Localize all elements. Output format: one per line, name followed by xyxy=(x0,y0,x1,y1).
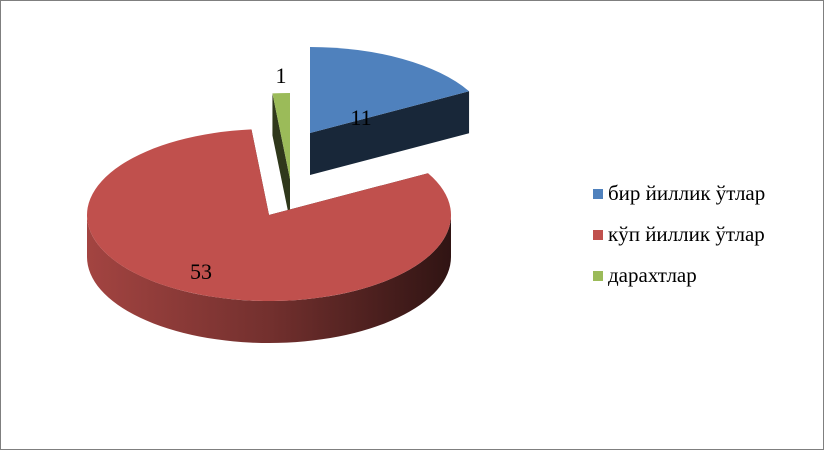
data-label: 1 xyxy=(276,63,287,88)
legend-item: кўп йиллик ўтлар xyxy=(593,214,765,255)
legend: бир йиллик ўтлар кўп йиллик ўтлар дарахт… xyxy=(593,173,765,296)
legend-label: кўп йиллик ўтлар xyxy=(608,222,765,246)
pie-slice-edge xyxy=(310,91,470,175)
pie-slice-side xyxy=(87,215,451,343)
legend-item: дарахтлар xyxy=(593,255,765,296)
legend-swatch xyxy=(593,188,603,199)
data-label: 11 xyxy=(350,105,371,130)
legend-item: бир йиллик ўтлар xyxy=(593,173,765,214)
data-label: 53 xyxy=(190,259,212,284)
legend-label: бир йиллик ўтлар xyxy=(608,181,766,205)
pie-slice xyxy=(310,47,470,133)
pie-slice xyxy=(87,129,451,301)
legend-label: дарахтлар xyxy=(608,263,697,287)
pie-slice xyxy=(272,93,290,179)
legend-swatch xyxy=(593,229,603,240)
pie-slice-edge xyxy=(272,93,290,221)
legend-swatch xyxy=(593,270,603,281)
